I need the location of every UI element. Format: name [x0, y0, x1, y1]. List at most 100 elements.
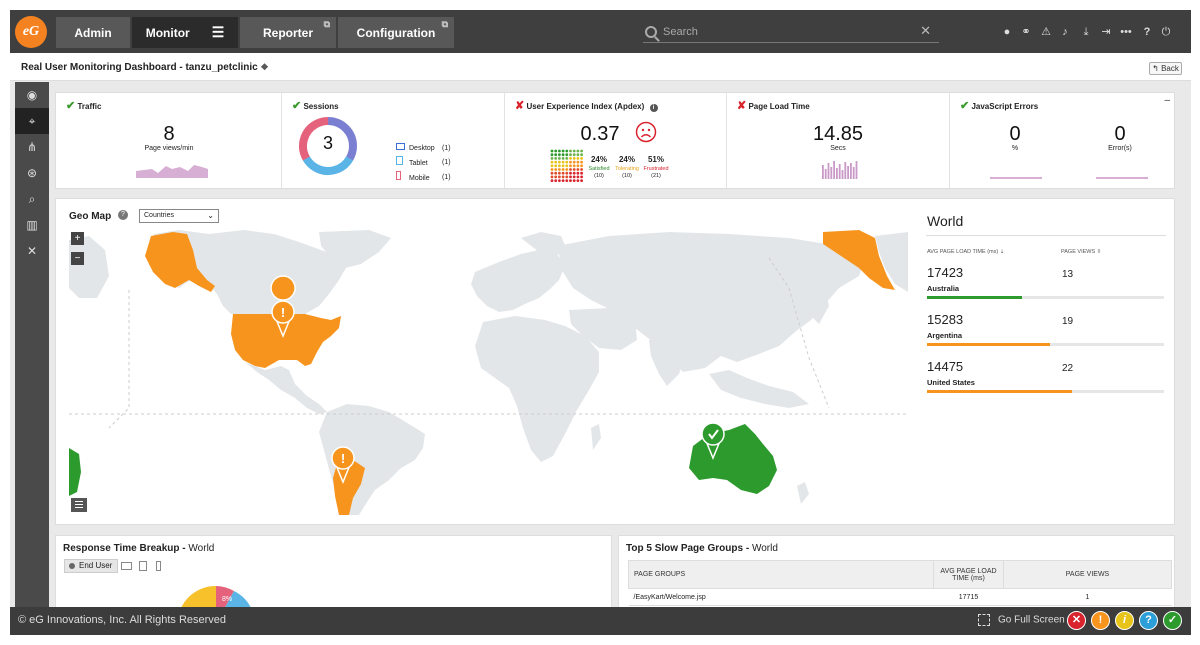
zoom-out-button[interactable]: − [71, 252, 84, 265]
bell-icon[interactable]: ♪ [1062, 26, 1068, 38]
apdex-dot [576, 157, 580, 160]
apdex-dot [572, 164, 576, 168]
satisfied-count: (10) [594, 173, 604, 179]
hamburger-icon[interactable]: ☰ [211, 24, 225, 40]
tab-configuration[interactable]: Configuration ⧉ [338, 17, 454, 48]
load-bar [927, 390, 1072, 393]
canada-wrap-region [875, 232, 908, 292]
apdex-dot [558, 171, 561, 175]
help-icon[interactable]: ? [118, 210, 128, 220]
search-box[interactable]: Search ✕ [643, 21, 939, 43]
clear-icon[interactable]: ✕ [920, 23, 931, 38]
power-icon[interactable]: ⏻ [1161, 26, 1171, 38]
alaska-wrap-region [823, 230, 895, 290]
minor-alarm-icon[interactable]: i [1115, 611, 1134, 630]
inspect-icon[interactable]: ⌕ [28, 191, 36, 206]
apdex-dot [558, 179, 561, 182]
collapse-icon[interactable]: – [1164, 95, 1170, 106]
help-icon[interactable]: ? [1139, 611, 1158, 630]
apdex-dot [572, 175, 576, 179]
end-user-button[interactable]: End User [64, 559, 119, 573]
tablet-icon[interactable] [139, 561, 147, 571]
svg-text:!: ! [341, 451, 345, 466]
eye-icon[interactable]: ◉ [26, 88, 38, 102]
tab-admin[interactable]: Admin [56, 17, 130, 48]
zoom-in-button[interactable]: + [71, 232, 84, 245]
more-icon[interactable]: ••• [1120, 26, 1132, 38]
normal-status-icon[interactable]: ✓ [1163, 611, 1182, 630]
apdex-dot [554, 171, 558, 175]
layers-icon[interactable]: ❖ [260, 62, 269, 72]
page-load-sparkline [822, 161, 858, 179]
search-input[interactable]: Search [663, 25, 698, 38]
help-icon[interactable]: ? [1143, 26, 1151, 38]
column-header[interactable]: AVG PAGE LOAD TIME (ms) [933, 560, 1004, 589]
target-icon[interactable]: ⊛ [26, 166, 38, 180]
sparkline-bar [841, 170, 844, 179]
left-sidebar: ◉ ⌖ ⋔ ⊛ ⌕ ▥ ✕ [15, 82, 49, 607]
sparkline-bar [836, 168, 838, 179]
back-button[interactable]: ↰ Back [1149, 62, 1182, 75]
apdex-dot [572, 149, 576, 153]
apdex-dot [565, 157, 569, 160]
svg-text:!: ! [281, 305, 285, 320]
world-row[interactable]: 15283 Argentina 19 [927, 312, 1164, 357]
alert-icon[interactable]: ⚠ [1041, 26, 1051, 38]
external-link-icon: ⧉ [441, 19, 448, 29]
apdex-card[interactable]: ✘ User Experience Index (Apdex) i 0.37 2… [505, 93, 727, 188]
chevron-down-icon: ⌄ [207, 211, 214, 220]
error-x-icon: ✘ [737, 100, 747, 112]
traffic-value: 8 [163, 123, 175, 145]
column-header[interactable]: PAGE VIEWS [1003, 560, 1172, 589]
info-icon[interactable]: i [649, 104, 658, 112]
download-icon[interactable]: ⤓ [1083, 26, 1089, 38]
js-errors-title: JavaScript Errors [971, 102, 1039, 111]
js-errors-count-value: 0 [1114, 123, 1126, 145]
table-row[interactable]: /EasyKart/Welcome.jsp 17715 1 [628, 588, 1172, 606]
logout-icon[interactable]: ⇥ [1101, 26, 1111, 38]
sparkline-bar [852, 167, 855, 179]
apdex-dot [572, 171, 576, 175]
apdex-title: User Experience Index (Apdex) [526, 102, 645, 111]
full-screen-button[interactable]: Go Full Screen [978, 614, 1065, 626]
slow-pages-title: Top 5 Slow Page Groups - World [626, 543, 778, 554]
apdex-dot [565, 160, 569, 164]
world-map[interactable]: ! ! + − [69, 228, 908, 515]
critical-alarm-icon[interactable]: ✕ [1067, 611, 1086, 630]
apdex-dot [580, 160, 583, 164]
location-pin-icon[interactable]: ⌖ [15, 108, 49, 134]
tab-reporter[interactable]: Reporter ⧉ [240, 17, 336, 48]
new-zealand-region [797, 482, 809, 504]
page-load-card[interactable]: ✘ Page Load Time 14.85 Secs [727, 93, 950, 188]
column-header[interactable]: PAGE GROUPS [628, 560, 934, 589]
close-icon[interactable]: ✕ [26, 244, 38, 258]
eg-logo[interactable]: eG [15, 16, 47, 48]
apdex-dot [576, 149, 580, 153]
user-icon[interactable]: ● [1003, 26, 1011, 38]
desktop-icon[interactable] [121, 562, 132, 570]
bar-chart-icon[interactable]: ▥ [26, 218, 38, 232]
link-icon[interactable]: ⚭ [1021, 26, 1031, 38]
countries-select[interactable]: Countries ⌄ [139, 209, 219, 223]
apdex-dot [572, 157, 576, 160]
sparkline-bar [822, 165, 824, 179]
apdex-value: 0.37 [580, 123, 620, 145]
major-alarm-icon[interactable]: ! [1091, 611, 1110, 630]
sessions-card[interactable]: ✔ Sessions 3 Desktop (1) Tablet (1) Mobile… [282, 93, 505, 188]
legend-tablet: Tablet (1) [396, 156, 451, 171]
traffic-card[interactable]: ✔ Traffic 8 Page views/min [56, 93, 282, 188]
tab-monitor[interactable]: Monitor ☰ [132, 17, 238, 48]
madagascar-region [591, 424, 601, 450]
apdex-dot [569, 149, 572, 153]
world-row[interactable]: 17423 Australia 13 [927, 265, 1164, 310]
apdex-dot [561, 164, 565, 168]
js-errors-card[interactable]: ✔ JavaScript Errors 0 % 0 Error(s) [950, 93, 1174, 188]
apdex-dot [576, 160, 580, 164]
world-row[interactable]: 14475 United States 22 [927, 359, 1164, 404]
map-legend-icon[interactable] [71, 498, 87, 512]
page-views-header[interactable]: PAGE VIEWS ⇳ [1061, 249, 1102, 255]
hierarchy-icon[interactable]: ⋔ [26, 140, 38, 154]
apdex-dot [554, 179, 558, 182]
mobile-icon[interactable] [156, 561, 161, 571]
avg-load-header[interactable]: AVG PAGE LOAD TIME (ms) ⇣ [927, 249, 1005, 255]
